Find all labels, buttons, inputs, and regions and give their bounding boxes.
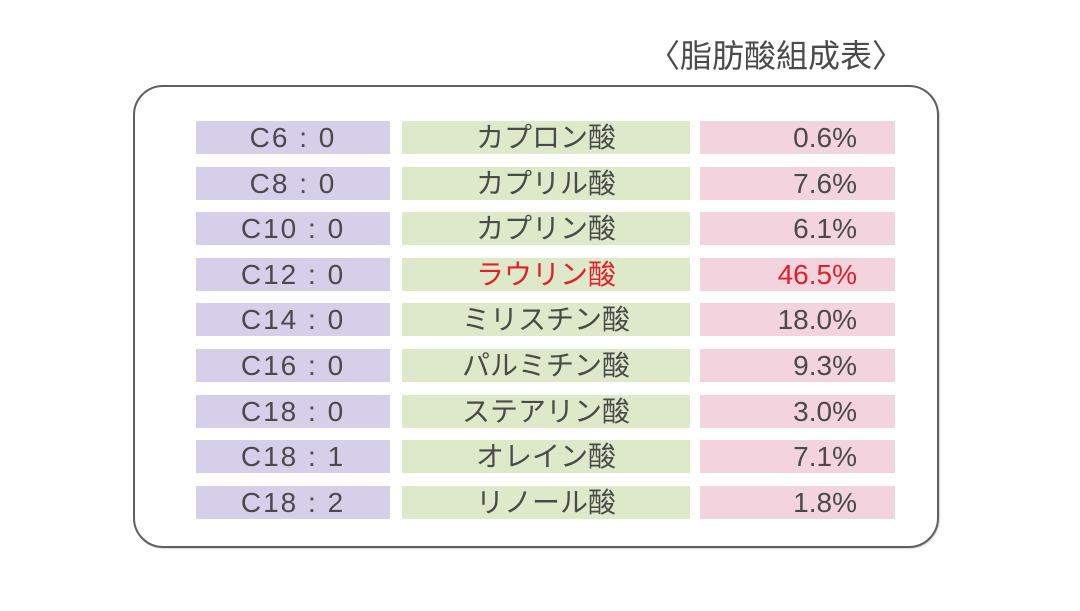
acid-name-cell: ミリスチン酸 [402,303,690,337]
acid-name-cell: オレイン酸 [402,440,690,474]
percentage-cell: 0.6% [700,121,895,154]
acid-name-cell: ラウリン酸 [402,257,690,291]
percentage-cell: 9.3% [700,348,895,382]
carbon-code-cell: C18 : 0 [196,394,390,428]
carbon-code-cell: C16 : 0 [196,348,390,382]
carbon-code-cell: C18 : 2 [196,485,390,519]
carbon-code-cell: C12 : 0 [196,257,390,291]
percentage-cell: 7.6% [700,166,895,200]
carbon-code-cell: C10 : 0 [196,212,390,246]
percentage-cell: 6.1% [700,212,895,246]
percentage-cell: 1.8% [700,485,895,519]
acid-name-cell: リノール酸 [402,485,690,519]
percentage-cell: 7.1% [700,440,895,474]
table-frame [133,85,939,548]
acid-name-cell: カプリン酸 [402,212,690,246]
carbon-code-cell: C14 : 0 [196,303,390,337]
percentage-cell: 46.5% [700,257,895,291]
acid-name-cell: ステアリン酸 [402,394,690,428]
acid-name-cell: カプリル酸 [402,166,690,200]
carbon-code-cell: C8 : 0 [196,166,390,200]
percentage-cell: 18.0% [700,303,895,337]
table-title: 〈脂肪酸組成表〉 [648,37,905,75]
acid-name-cell: カプロン酸 [402,121,690,154]
carbon-code-cell: C18 : 1 [196,440,390,474]
acid-name-cell: パルミチン酸 [402,348,690,382]
percentage-cell: 3.0% [700,394,895,428]
carbon-code-cell: C6 : 0 [196,121,390,154]
